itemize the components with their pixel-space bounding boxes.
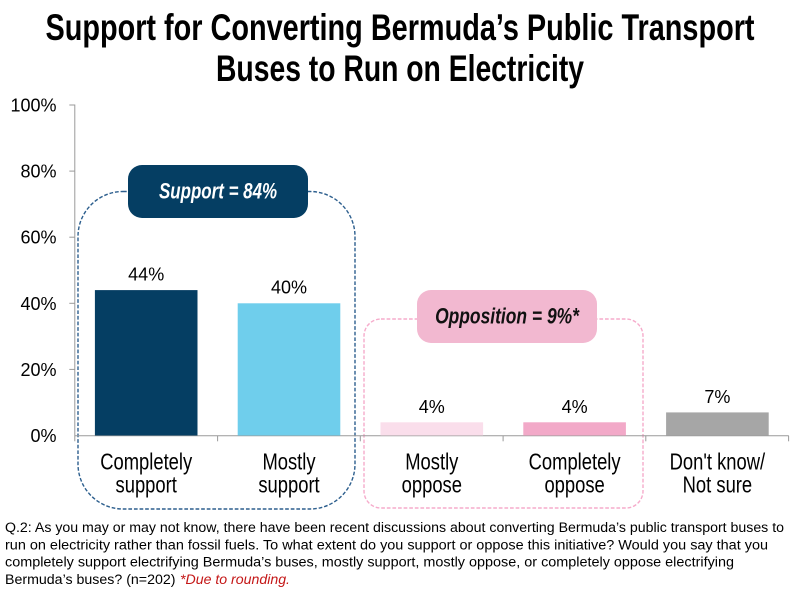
- svg-text:run on electricity rather than: run on electricity rather than fossil fu…: [5, 537, 768, 553]
- svg-text:Bermuda’s buses? (n=202): Bermuda’s buses? (n=202): [5, 572, 176, 588]
- svg-text:oppose: oppose: [544, 473, 604, 498]
- svg-text:Q.2: As you may or may not kno: Q.2: As you may or may not know, there h…: [5, 520, 784, 536]
- svg-text:Don't know/: Don't know/: [670, 450, 766, 475]
- svg-text:Completely: Completely: [100, 450, 192, 475]
- svg-text:20%: 20%: [20, 360, 56, 380]
- svg-text:44%: 44%: [128, 265, 164, 285]
- svg-text:4%: 4%: [419, 397, 445, 417]
- svg-text:4%: 4%: [562, 397, 588, 417]
- svg-text:Completely: Completely: [529, 450, 621, 475]
- svg-text:0%: 0%: [30, 426, 56, 446]
- svg-text:Not sure: Not sure: [683, 473, 753, 498]
- svg-text:Support for Converting Bermuda: Support for Converting Bermuda’s Public …: [45, 8, 754, 49]
- svg-text:80%: 80%: [20, 162, 56, 182]
- svg-text:*Due to rounding.: *Due to rounding.: [180, 572, 290, 588]
- svg-text:40%: 40%: [20, 294, 56, 314]
- svg-text:Buses to Run on Electricity: Buses to Run on Electricity: [216, 47, 585, 89]
- svg-text:support: support: [258, 473, 320, 498]
- svg-text:40%: 40%: [271, 278, 307, 298]
- svg-text:support: support: [116, 473, 178, 498]
- svg-text:Mostly: Mostly: [405, 450, 459, 475]
- svg-text:oppose: oppose: [402, 473, 462, 498]
- svg-text:Support = 84%: Support = 84%: [159, 179, 277, 204]
- svg-text:Opposition = 9%*: Opposition = 9%*: [435, 304, 580, 328]
- svg-text:completely support electrifyin: completely support electrifying Bermuda’…: [5, 555, 734, 571]
- svg-text:7%: 7%: [704, 387, 730, 407]
- svg-text:100%: 100%: [10, 96, 56, 116]
- svg-text:60%: 60%: [20, 228, 56, 248]
- svg-text:Mostly: Mostly: [262, 450, 316, 475]
